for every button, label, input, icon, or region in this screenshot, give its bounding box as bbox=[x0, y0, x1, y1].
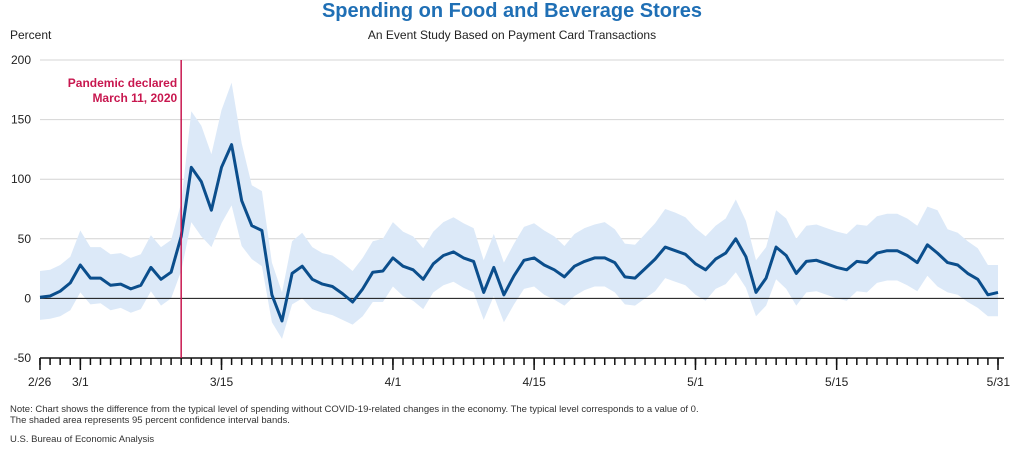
annotation-label-line-2: March 11, 2020 bbox=[92, 91, 177, 105]
y-tick-label: 0 bbox=[24, 291, 31, 305]
x-tick-label: 2/26 bbox=[28, 375, 52, 389]
estimate-series bbox=[39, 143, 999, 323]
x-tick-label: 5/1 bbox=[687, 375, 704, 389]
y-axis-ticks: -50 0 50 100 150 200 bbox=[11, 53, 31, 365]
y-axis-label: Percent bbox=[10, 28, 52, 42]
y-tick-label: 150 bbox=[11, 113, 31, 127]
x-tick-label: 3/1 bbox=[72, 375, 89, 389]
note-line-2: The shaded area represents 95 percent co… bbox=[10, 415, 290, 426]
x-tick-label: 5/15 bbox=[825, 375, 849, 389]
y-tick-label: 100 bbox=[11, 172, 31, 186]
y-tick-label: -50 bbox=[14, 351, 32, 365]
x-tick-label: 3/15 bbox=[210, 375, 234, 389]
chart-subtitle: An Event Study Based on Payment Card Tra… bbox=[367, 28, 657, 42]
y-tick-label: 50 bbox=[18, 232, 32, 246]
source-credit: U.S. Bureau of Economic Analysis bbox=[10, 434, 155, 445]
x-axis: 2/26 3/1 3/15 4/1 4/15 5/1 5/15 5/31 bbox=[28, 357, 1011, 389]
line-chart: 2/26 3/1 3/15 4/1 4/15 5/1 5/15 5/31 -50 0 50 100 1… bbox=[11, 53, 1011, 389]
y-tick-label: 200 bbox=[11, 53, 31, 67]
estimate-line bbox=[39, 143, 999, 323]
x-tick-label: 5/31 bbox=[987, 375, 1011, 389]
confidence-band-area bbox=[40, 82, 998, 339]
x-tick-label: 4/1 bbox=[385, 375, 402, 389]
chart-note: Note: Chart shows the difference from th… bbox=[10, 404, 699, 426]
chart-title: Spending on Food and Beverage Stores bbox=[321, 0, 703, 22]
annotation-label-line-1: Pandemic declared bbox=[68, 76, 177, 90]
confidence-band bbox=[40, 82, 998, 339]
x-tick-label: 4/15 bbox=[522, 375, 546, 389]
note-line-1: Note: Chart shows the difference from th… bbox=[10, 404, 699, 415]
